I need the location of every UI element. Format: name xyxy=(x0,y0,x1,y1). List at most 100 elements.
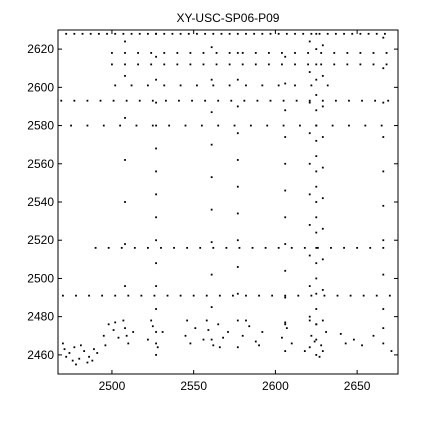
data-point xyxy=(281,52,283,54)
data-point xyxy=(245,319,247,322)
data-point xyxy=(284,109,287,112)
data-point xyxy=(266,124,269,127)
data-point xyxy=(362,294,365,297)
data-point xyxy=(382,273,385,276)
data-point xyxy=(318,355,321,358)
data-point xyxy=(310,334,313,337)
data-point xyxy=(73,99,76,102)
data-point xyxy=(228,52,231,54)
y-tick-label: 2540 xyxy=(27,195,54,209)
data-point xyxy=(155,262,157,265)
data-point xyxy=(232,294,234,297)
data-point xyxy=(284,294,287,297)
data-point xyxy=(282,124,285,127)
data-point xyxy=(318,32,321,35)
data-point xyxy=(199,246,202,249)
data-point xyxy=(86,361,89,364)
data-point xyxy=(321,227,324,230)
data-point xyxy=(236,185,239,188)
data-point xyxy=(267,52,270,54)
data-point xyxy=(284,296,287,299)
data-point xyxy=(315,277,318,280)
data-point xyxy=(138,32,141,35)
data-point xyxy=(186,319,189,322)
data-point xyxy=(205,294,208,297)
data-point xyxy=(125,334,128,337)
data-point xyxy=(321,136,324,138)
data-point xyxy=(147,32,149,35)
data-point xyxy=(210,176,213,179)
data-point xyxy=(307,52,309,54)
data-point xyxy=(236,105,239,108)
data-point xyxy=(321,258,324,261)
data-point xyxy=(155,170,157,173)
data-point xyxy=(102,334,105,337)
data-point xyxy=(200,124,203,127)
data-point xyxy=(284,216,287,219)
data-point xyxy=(277,246,280,249)
data-point xyxy=(271,294,274,297)
data-point xyxy=(284,82,287,85)
data-point xyxy=(254,63,257,66)
data-point xyxy=(218,346,221,349)
data-point xyxy=(302,32,305,35)
data-point xyxy=(124,159,126,161)
data-point xyxy=(385,52,388,54)
data-point xyxy=(321,197,324,200)
data-point xyxy=(249,124,252,127)
data-point xyxy=(385,63,388,66)
data-point xyxy=(104,344,107,347)
data-point xyxy=(334,32,337,35)
data-point xyxy=(281,336,283,339)
data-point xyxy=(71,359,74,362)
data-point xyxy=(315,338,318,341)
data-point xyxy=(248,325,251,328)
data-point xyxy=(308,315,311,318)
data-point xyxy=(315,170,318,173)
y-tick-label: 2480 xyxy=(27,310,54,324)
data-point xyxy=(127,342,130,345)
data-point xyxy=(155,101,157,104)
data-point xyxy=(147,84,149,87)
data-point xyxy=(331,124,334,127)
data-point xyxy=(236,346,239,349)
data-point xyxy=(88,294,90,297)
data-point xyxy=(155,193,157,196)
data-point xyxy=(308,346,311,349)
data-point xyxy=(321,44,324,47)
data-point xyxy=(62,342,64,345)
x-tick-label: 2500 xyxy=(99,379,126,393)
data-point xyxy=(315,185,318,188)
data-point xyxy=(120,246,123,249)
data-point xyxy=(163,32,166,35)
data-point xyxy=(308,162,311,165)
data-point xyxy=(310,32,313,35)
data-point xyxy=(382,101,385,104)
data-point xyxy=(243,99,246,102)
data-point xyxy=(343,32,345,35)
data-point xyxy=(245,294,247,297)
data-point xyxy=(83,350,86,352)
data-point xyxy=(155,124,157,127)
data-point xyxy=(81,32,84,35)
data-point xyxy=(86,99,89,102)
data-point xyxy=(315,262,318,265)
data-point xyxy=(321,99,324,102)
data-point xyxy=(303,246,306,249)
data-point xyxy=(261,331,264,333)
data-point xyxy=(210,78,213,81)
data-point xyxy=(151,124,154,127)
data-point xyxy=(178,99,180,102)
plot-frame xyxy=(57,29,399,375)
data-point xyxy=(384,32,386,35)
data-point xyxy=(315,201,318,203)
data-point xyxy=(75,294,77,297)
data-point xyxy=(348,124,350,127)
data-point xyxy=(308,254,311,257)
data-point xyxy=(382,246,385,249)
data-point xyxy=(227,331,229,333)
data-point xyxy=(65,32,68,35)
data-point xyxy=(163,52,166,54)
data-point xyxy=(387,99,390,102)
